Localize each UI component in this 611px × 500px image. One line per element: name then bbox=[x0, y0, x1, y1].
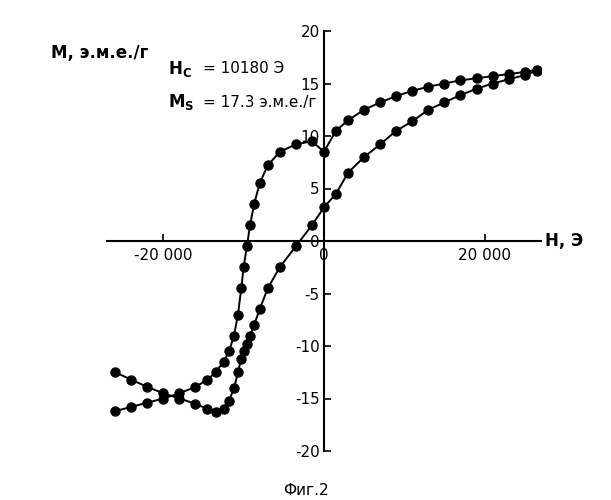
Text: H, Э: H, Э bbox=[545, 232, 584, 250]
Text: $\mathbf{M_S}$: $\mathbf{M_S}$ bbox=[168, 92, 194, 112]
Text: = 10180 Э: = 10180 Э bbox=[202, 62, 284, 76]
Text: = 17.3 э.м.е./г: = 17.3 э.м.е./г bbox=[202, 95, 316, 110]
Text: $\mathbf{H_C}$: $\mathbf{H_C}$ bbox=[168, 59, 192, 79]
Text: Фиг.2: Фиг.2 bbox=[283, 483, 328, 498]
Text: М, э.м.е./г: М, э.м.е./г bbox=[51, 44, 148, 62]
